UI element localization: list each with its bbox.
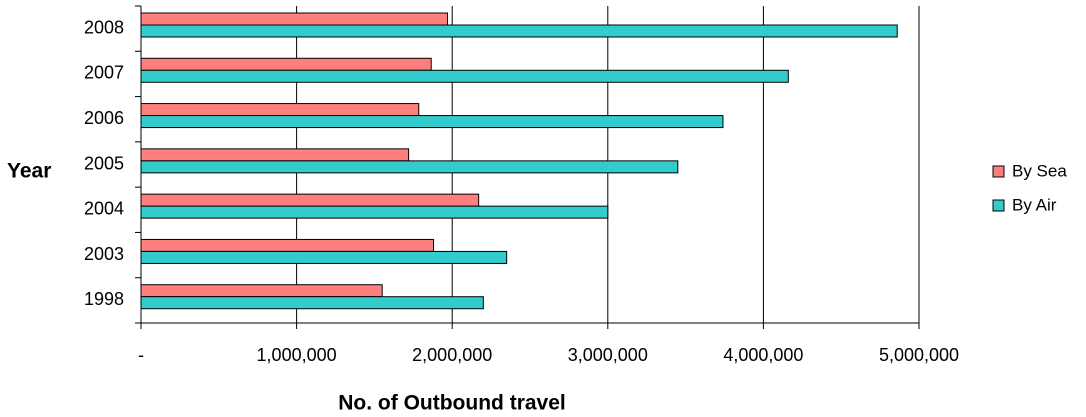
y-tick-label: 2003	[84, 244, 124, 264]
bars	[140, 12, 898, 310]
y-tick-label: 2006	[84, 108, 124, 128]
x-axis-title: No. of Outbound travel	[338, 392, 565, 415]
bar-by-sea-2004	[140, 193, 480, 207]
axes	[135, 5, 920, 329]
bar-by-sea-2006	[140, 103, 420, 117]
legend-swatch	[992, 165, 1005, 178]
y-tick-label: 2008	[84, 17, 124, 37]
legend: By Sea By Air	[992, 161, 1067, 214]
bar-by-sea-1998	[140, 284, 383, 298]
legend-label: By Air	[1012, 195, 1057, 214]
bar-by-air-2006	[140, 115, 724, 129]
legend-label: By Sea	[1012, 161, 1067, 180]
y-axis-title: Year	[7, 160, 51, 183]
x-tick-label: 5,000,000	[879, 345, 959, 365]
y-tick-label: 2007	[84, 63, 124, 83]
y-tick-label: 1998	[84, 289, 124, 309]
y-tick-label: 2005	[84, 153, 124, 173]
x-tick-label: 3,000,000	[568, 345, 648, 365]
bar-by-sea-2007	[140, 57, 432, 71]
bar-by-air-2005	[140, 160, 679, 174]
bar-by-air-1998	[140, 296, 484, 310]
bar-by-sea-2003	[140, 238, 435, 252]
x-tick-label: -	[138, 345, 144, 365]
x-tick-label: 2,000,000	[412, 345, 492, 365]
legend-swatch	[992, 199, 1005, 212]
x-tick-label: 1,000,000	[257, 345, 337, 365]
y-tick-label: 2004	[84, 199, 124, 219]
bar-by-sea-2005	[140, 148, 410, 162]
bar-by-air-2003	[140, 250, 508, 264]
tick-labels: - 1,000,000 2,000,000 3,000,000 4,000,000 5,0…	[84, 17, 959, 364]
bar-by-air-2008	[140, 24, 898, 38]
x-tick-label: 4,000,000	[723, 345, 803, 365]
bar-by-sea-2008	[140, 12, 449, 26]
bar-by-air-2004	[140, 205, 609, 219]
bar-by-air-2007	[140, 69, 789, 83]
